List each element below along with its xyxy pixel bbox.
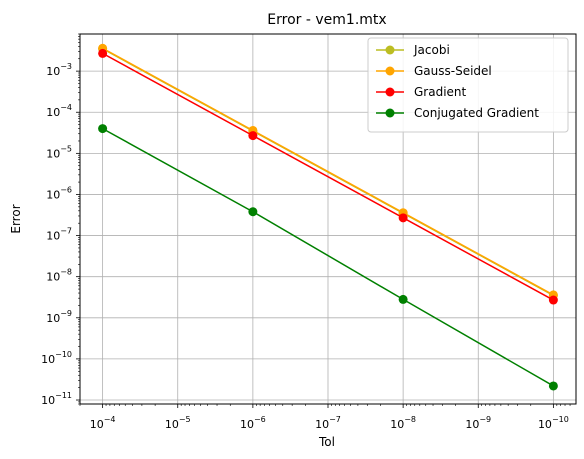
x-tick-label: 10−6 [240, 415, 266, 431]
x-tick-label: 10−9 [465, 415, 491, 431]
y-tick-label: 10−9 [46, 309, 72, 325]
data-point-conjugated-gradient [548, 381, 558, 391]
legend-swatch-marker [385, 66, 395, 76]
legend-swatch-marker [385, 108, 395, 118]
series-line-gradient [102, 52, 554, 301]
x-axis-label: Tol [318, 435, 335, 449]
y-tick-label: 10−8 [46, 268, 72, 284]
x-tick-label: 10−8 [390, 415, 416, 431]
data-point-gradient [98, 48, 108, 58]
y-tick-label: 10−5 [46, 144, 72, 160]
legend-item-jacobi: Jacobi [376, 43, 450, 57]
x-tick-label: 10−5 [165, 415, 191, 431]
y-axis-label: Error [9, 204, 23, 233]
legend: Jacobi Gauss-Seidel Gradient Conjugated Gra… [367, 37, 569, 133]
y-tick-label: 10−3 [46, 62, 72, 78]
data-point-conjugated-gradient [398, 294, 408, 304]
data-point-gradient [548, 295, 558, 305]
legend-swatch-marker [385, 45, 395, 55]
data-point-conjugated-gradient [248, 207, 258, 217]
plot-frame [79, 33, 577, 405]
legend-swatch-marker [385, 87, 395, 97]
chart-title: Error - vem1.mtx [267, 12, 386, 28]
y-tick-label: 10−6 [46, 185, 72, 201]
y-tick-label: 10−7 [46, 227, 72, 243]
legend-label: Gauss-Seidel [414, 64, 492, 78]
legend-label: Conjugated Gradient [414, 106, 539, 120]
plot-series [98, 43, 558, 391]
y-tick-label: 10−4 [46, 103, 72, 119]
data-point-conjugated-gradient [98, 124, 108, 134]
series-conjugated-gradient [98, 124, 558, 391]
data-point-gradient [248, 131, 258, 141]
series-line-conjugated-gradient [102, 127, 554, 387]
series-gradient [98, 48, 558, 305]
legend-box [367, 37, 569, 133]
x-tick-label: 10−4 [90, 415, 116, 431]
y-tick-label: 10−11 [41, 391, 72, 407]
legend-item-gauss-seidel: Gauss-Seidel [376, 64, 492, 78]
y-tick-label: 10−10 [41, 350, 72, 366]
series-line-gauss-seidel [102, 47, 554, 296]
data-point-gradient [398, 213, 408, 223]
legend-item-gradient: Gradient [376, 85, 467, 99]
x-tick-label: 10−7 [315, 415, 341, 431]
legend-label: Jacobi [413, 43, 450, 57]
legend-item-conjugated-gradient: Conjugated Gradient [376, 106, 539, 120]
x-tick-label: 10−10 [538, 415, 569, 431]
legend-label: Gradient [414, 85, 467, 99]
